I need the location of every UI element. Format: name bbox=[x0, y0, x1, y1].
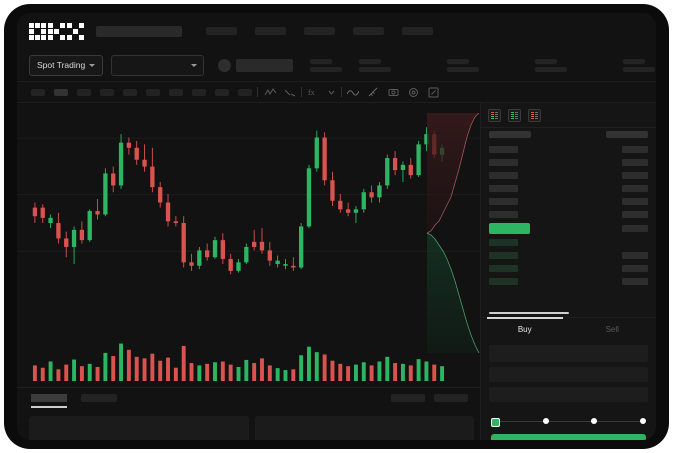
orderbook-row[interactable] bbox=[489, 156, 648, 169]
right-sidebar: Buy Sell bbox=[480, 103, 656, 440]
order-price-field[interactable] bbox=[489, 345, 648, 362]
orderbook-header bbox=[489, 131, 648, 138]
orderbook-row[interactable] bbox=[489, 275, 648, 288]
bottom-panels bbox=[17, 411, 480, 440]
trend-tool-icon[interactable] bbox=[285, 88, 296, 97]
chart-tab-action[interactable] bbox=[391, 393, 425, 402]
orderbook-row[interactable] bbox=[489, 249, 648, 262]
timeframe-button[interactable] bbox=[100, 88, 114, 96]
market-stat bbox=[310, 58, 343, 72]
fullscreen-icon[interactable] bbox=[428, 87, 439, 98]
market-stat bbox=[447, 58, 480, 72]
step-node[interactable] bbox=[639, 417, 646, 424]
chart-bottom-tabs bbox=[17, 387, 480, 408]
nav-link[interactable] bbox=[402, 27, 433, 35]
timeframe-button[interactable] bbox=[77, 88, 91, 96]
indicator-icon[interactable] bbox=[347, 88, 359, 97]
chart-tab[interactable] bbox=[81, 393, 117, 402]
chart-tab-action[interactable] bbox=[434, 393, 468, 402]
buy-sell-tabs: Buy Sell bbox=[481, 317, 657, 340]
chevron-down-icon[interactable] bbox=[327, 88, 336, 97]
nav-link[interactable] bbox=[353, 27, 384, 35]
tab-sell-label: Sell bbox=[605, 324, 619, 334]
toolbar-divider bbox=[257, 87, 258, 97]
onboarding-stepper bbox=[491, 416, 646, 428]
orderbook-last-price-row bbox=[489, 221, 648, 236]
toolbar-divider bbox=[341, 87, 342, 97]
orderbook-row[interactable] bbox=[489, 195, 648, 208]
timeframe-group bbox=[31, 88, 252, 96]
orderbook[interactable] bbox=[481, 127, 656, 317]
timeframe-button[interactable] bbox=[54, 88, 68, 96]
volume-histogram bbox=[32, 343, 445, 381]
order-total-field[interactable] bbox=[489, 387, 648, 402]
step-node[interactable] bbox=[542, 417, 549, 424]
top-navigation-bar bbox=[17, 13, 656, 49]
ruler-icon[interactable] bbox=[368, 87, 379, 98]
market-depth-chart bbox=[426, 113, 480, 353]
chart-tabs-right bbox=[391, 393, 468, 402]
trade-form: Buy Sell bbox=[481, 317, 656, 402]
orderbook-mode-group bbox=[481, 103, 656, 127]
search-input[interactable] bbox=[96, 25, 182, 37]
timeframe-button[interactable] bbox=[169, 88, 183, 96]
chevron-down-icon bbox=[89, 63, 96, 67]
orderbook-row[interactable] bbox=[489, 236, 648, 249]
chevron-down-icon bbox=[191, 63, 198, 67]
timeframe-button[interactable] bbox=[238, 88, 252, 96]
step-node[interactable] bbox=[591, 417, 598, 424]
orderbook-bids-icon[interactable] bbox=[508, 109, 521, 122]
last-price-pill bbox=[489, 223, 530, 234]
step-node[interactable] bbox=[491, 417, 500, 427]
last-price bbox=[236, 58, 294, 72]
trading-pair-select[interactable] bbox=[111, 54, 205, 76]
settings-icon[interactable] bbox=[408, 87, 419, 98]
line-tool-icon[interactable] bbox=[265, 87, 276, 97]
nav-links bbox=[206, 27, 433, 35]
chart-tab[interactable] bbox=[31, 393, 67, 408]
market-stat bbox=[359, 58, 392, 72]
orderbook-row[interactable] bbox=[489, 182, 648, 195]
bottom-panel[interactable] bbox=[29, 416, 249, 440]
coin-avatar bbox=[218, 58, 232, 72]
tab-sell[interactable]: Sell bbox=[569, 318, 657, 340]
orderbook-asks-icon[interactable] bbox=[528, 109, 541, 122]
orderbook-scrollbar[interactable] bbox=[489, 312, 569, 314]
bottom-panel[interactable] bbox=[254, 416, 474, 440]
nav-link[interactable] bbox=[304, 27, 335, 35]
market-type-select[interactable]: Spot Trading bbox=[29, 54, 104, 76]
primary-cta-button[interactable] bbox=[491, 434, 646, 440]
tab-buy-label: Buy bbox=[517, 324, 532, 334]
price-chart-area[interactable] bbox=[17, 103, 480, 387]
nav-link[interactable] bbox=[206, 27, 237, 35]
toolbar-divider bbox=[301, 87, 302, 97]
timeframe-button[interactable] bbox=[123, 88, 137, 96]
timeframe-button[interactable] bbox=[192, 88, 206, 96]
timeframe-button[interactable] bbox=[215, 88, 229, 96]
timeframe-button[interactable] bbox=[31, 88, 45, 96]
orderbook-row[interactable] bbox=[489, 143, 648, 156]
market-stat bbox=[535, 58, 568, 72]
orderbook-row[interactable] bbox=[489, 169, 648, 182]
timeframe-button[interactable] bbox=[146, 88, 160, 96]
nav-link[interactable] bbox=[255, 27, 286, 35]
chart-toolbar: fx bbox=[17, 82, 656, 103]
orderbook-row[interactable] bbox=[489, 208, 648, 221]
orderbook-both-icon[interactable] bbox=[488, 109, 501, 122]
market-header: Spot Trading bbox=[17, 49, 656, 82]
device-frame: Spot Trading bbox=[4, 4, 669, 449]
market-type-label: Spot Trading bbox=[37, 60, 86, 70]
candlestick-chart bbox=[17, 127, 480, 275]
orderbook-row[interactable] bbox=[489, 262, 648, 275]
market-stat bbox=[623, 58, 656, 72]
app-screen: Spot Trading bbox=[17, 13, 656, 440]
text-tool-icon[interactable]: fx bbox=[307, 88, 318, 97]
tab-buy[interactable]: Buy bbox=[481, 317, 569, 340]
svg-text:fx: fx bbox=[308, 88, 315, 97]
okx-logo-icon[interactable] bbox=[29, 22, 84, 40]
camera-icon[interactable] bbox=[388, 87, 399, 97]
order-amount-field[interactable] bbox=[489, 367, 648, 382]
